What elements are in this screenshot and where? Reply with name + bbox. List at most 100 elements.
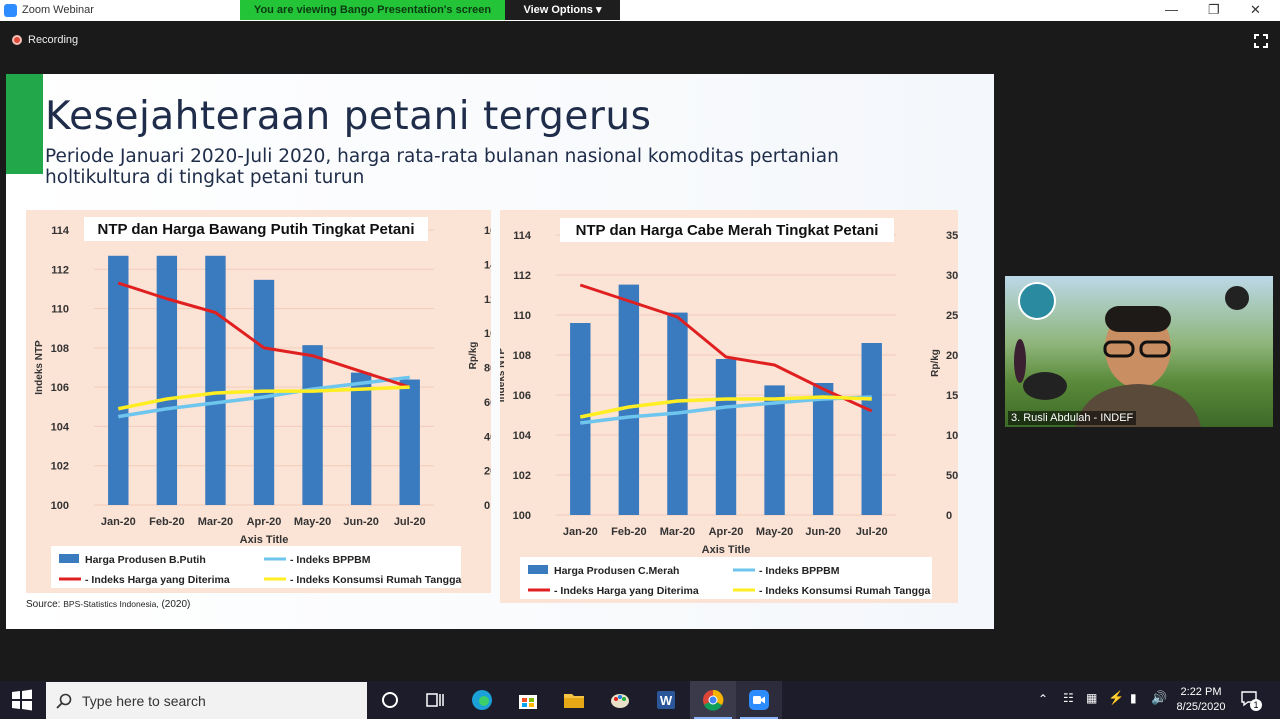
y-tick-label: 108 [51,343,69,355]
word-icon[interactable]: W [654,688,678,712]
share-banner: You are viewing Bango Presentation's scr… [240,0,620,20]
y2-tick-label: 10000 [946,430,958,442]
network-icon[interactable]: ▦ [1086,691,1098,705]
window-titlebar: Zoom Webinar You are viewing Bango Prese… [0,0,1280,21]
bar [764,385,785,515]
y2-tick-label: 25000 [946,310,958,322]
view-options-button[interactable]: View Options ▾ [505,0,620,20]
x-tick-label: Apr-20 [247,516,282,528]
taskbar-search[interactable]: Type here to search [46,682,367,719]
chevron-down-icon: ▾ [596,4,602,16]
chrome-taskbar-slot[interactable] [690,681,736,719]
task-view-icon[interactable] [423,688,447,712]
legend-label: - Indeks Harga yang Diterima [554,585,699,597]
window-title: Zoom Webinar [22,4,94,16]
chart-title-box [560,218,894,242]
share-status-text: You are viewing Bango Presentation's scr… [240,0,505,20]
clock-time: 2:22 PM [1180,686,1222,698]
edge-icon[interactable] [470,688,494,712]
participant-name: 3. Rusli Abdulah - INDEF [1008,411,1137,425]
search-placeholder: Type here to search [82,692,206,709]
x-tick-label: May-20 [294,516,331,528]
slide-source: Source: BPS-Statistics Indonesia, (2020) [26,599,190,610]
series-line [579,283,873,413]
y-tick-label: 108 [513,350,531,362]
chrome-icon [703,689,724,711]
x-axis-title: Axis Title [702,544,751,556]
close-icon[interactable]: ✕ [1250,2,1261,17]
bar [350,372,372,505]
x-tick-label: Jul-20 [856,526,888,538]
store-icon[interactable] [516,688,540,712]
legend-label: Harga Produsen C.Merah [554,565,679,577]
search-icon [56,693,72,709]
x-tick-label: Mar-20 [660,526,695,538]
source-text: BPS-Statistics Indonesia, [63,599,159,609]
y-tick-label: 100 [513,510,531,522]
legend-label: - Indeks BPPBM [290,554,371,566]
x-axis-title: Axis Title [240,534,289,546]
notification-count: 1 [1250,699,1262,711]
legend-box [520,557,932,599]
x-tick-label: Feb-20 [149,516,184,528]
y2-tick-label: 12000 [484,294,491,306]
taskbar-clock[interactable]: 2:22 PM 8/25/2020 [1170,685,1232,715]
series-line [118,375,410,419]
y-tick-label: 112 [51,264,69,276]
file-explorer-icon[interactable] [562,688,586,712]
windows-start-icon[interactable] [11,689,33,711]
y2-axis-title: Rp/kg [930,349,941,377]
x-tick-label: Jul-20 [394,516,426,528]
x-tick-label: Jan-20 [101,516,136,528]
x-tick-label: Jan-20 [563,526,598,538]
y2-tick-label: 2000 [484,466,491,478]
y-tick-label: 114 [51,225,70,237]
y2-tick-label: 6000 [484,397,491,409]
zoom-icon [749,690,769,710]
y-tick-label: 114 [513,230,532,242]
y2-tick-label: 8000 [484,363,491,375]
recording-icon [12,35,22,45]
power-icon[interactable]: ⚡ [1108,690,1125,705]
minimize-icon[interactable]: — [1165,2,1178,17]
restore-icon[interactable]: ❐ [1208,2,1220,17]
chevron-up-icon[interactable]: ⌃ [1038,692,1049,706]
bar [302,345,323,505]
y-tick-label: 104 [513,430,532,442]
x-tick-label: Apr-20 [709,526,744,538]
zoom-app-icon [4,4,17,17]
battery-icon[interactable]: ▮ [1130,691,1137,705]
y-tick-label: 106 [513,390,531,402]
fullscreen-icon[interactable] [1254,34,1268,48]
chart-title: NTP dan Harga Bawang Putih Tingkat Petan… [98,221,415,238]
wifi-icon[interactable]: ☷ [1063,691,1074,705]
y2-tick-label: 16000 [484,225,491,237]
cortana-icon[interactable] [378,688,402,712]
zoom-taskbar-slot[interactable] [736,681,782,719]
recording-label: Recording [28,34,79,46]
notification-center-icon[interactable]: 1 [1240,689,1262,711]
x-tick-label: May-20 [756,526,793,538]
participant-video[interactable]: 3. Rusli Abdulah - INDEF [1005,276,1273,427]
x-tick-label: Jun-20 [343,516,378,528]
series-line [579,395,872,419]
y2-tick-label: 20000 [946,350,958,362]
series-line [580,395,872,425]
bar [399,379,420,505]
y2-tick-label: 10000 [484,328,491,340]
shared-slide: Kesejahteraan petani tergerus Periode Ja… [6,74,994,629]
y2-tick-label: 14000 [484,259,491,271]
paint-icon[interactable] [608,688,632,712]
y-tick-label: 102 [513,470,531,482]
slide-subtitle: Periode Januari 2020-Juli 2020, harga ra… [45,146,839,188]
meeting-view: Recording Kesejahteraan petani tergerus … [0,21,1280,681]
y2-tick-label: 0 [484,500,490,512]
volume-icon[interactable]: 🔊 [1151,690,1168,705]
y2-tick-label: 15000 [946,390,958,402]
legend-box [51,546,461,588]
legend-label: - Indeks Konsumsi Rumah Tangga [759,585,930,597]
slide-title: Kesejahteraan petani tergerus [45,94,652,139]
recording-indicator[interactable]: Recording [12,34,78,46]
y-tick-label: 110 [513,310,531,322]
y2-axis-title: Rp/kg [468,342,479,370]
